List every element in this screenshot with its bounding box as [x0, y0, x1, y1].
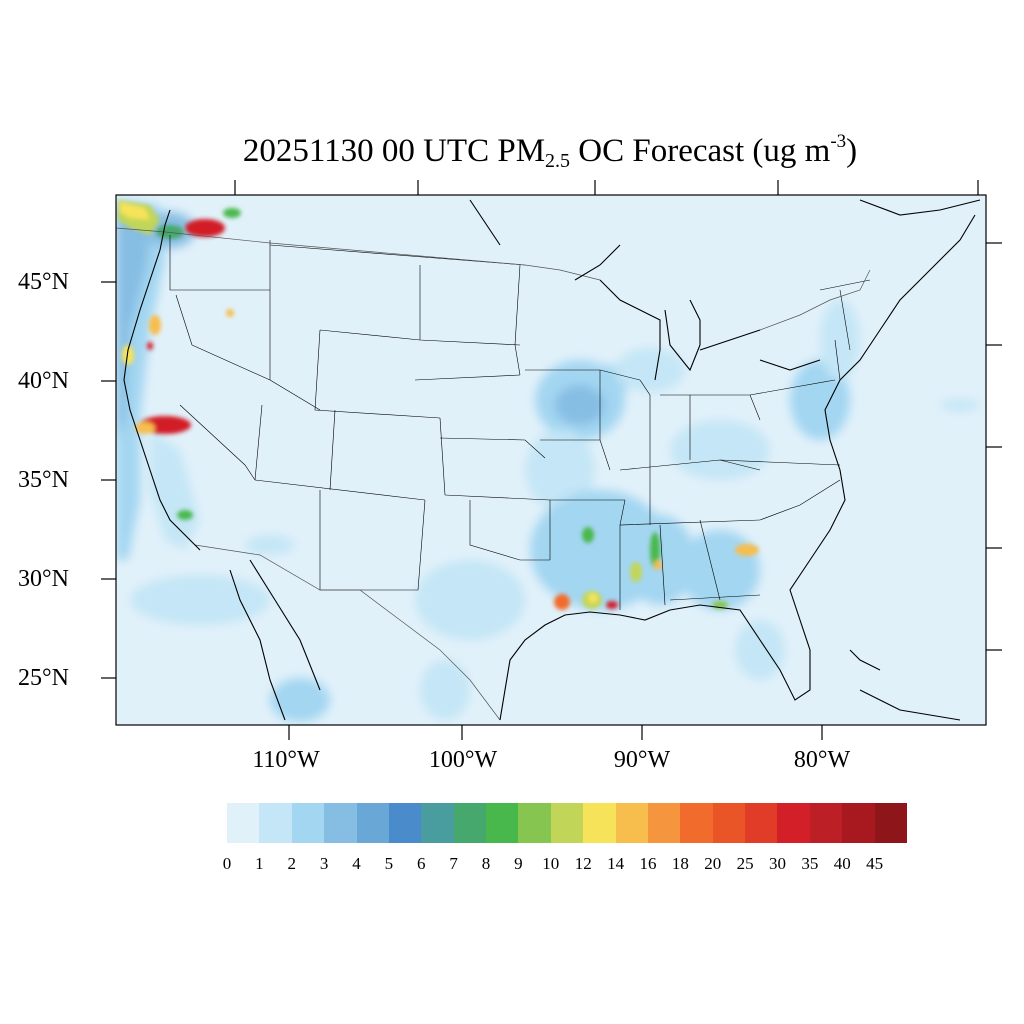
colorbar-swatch: #4a9d9e	[421, 803, 454, 843]
lon-label-90w: 90°W	[613, 747, 671, 773]
colorbar-label: 2	[287, 854, 297, 873]
colorbar-label: 7	[449, 854, 458, 873]
colorbar-swatch: #e1f1fa	[227, 803, 260, 843]
map-title: 20251130 00 UTC PM2.5 OC Forecast (ug m-…	[242, 131, 858, 172]
colorbar-label: 14	[607, 854, 625, 873]
colorbar-swatch: #d21f28	[777, 803, 810, 843]
colorbar-swatch: #8e161b	[874, 803, 907, 843]
colorbar-label: 4	[352, 854, 361, 873]
colorbar-swatch: #68a7d6	[356, 803, 389, 843]
colorbar-swatch: #f5963f	[647, 803, 681, 843]
colorbar-swatch: #c4e6f6	[259, 803, 292, 843]
colorbar-swatch: #4a8ccb	[388, 803, 422, 843]
colorbar-label: 5	[384, 854, 394, 873]
colorbar-swatch: #46a86d	[453, 803, 486, 843]
coastlines	[123, 199, 981, 721]
colorbar-swatch: #f7e35a	[583, 803, 616, 843]
colorbar-swatch: #f16c2c	[680, 803, 713, 843]
colorbar-label: 20	[704, 854, 722, 873]
colorbar-label: 45	[866, 854, 884, 873]
colorbar-label: 1	[255, 854, 264, 873]
colorbar-swatch: #86bde3	[324, 803, 357, 843]
colorbar-label: 25	[736, 854, 754, 873]
colorbar-swatch: #48b84d	[486, 803, 519, 843]
colorbar-label: 16	[639, 854, 657, 873]
colorbar-label: 9	[514, 854, 523, 873]
lon-label-100w: 100°W	[428, 747, 498, 773]
colorbar-label: 10	[542, 854, 560, 873]
colorbar-label: 12	[574, 854, 592, 873]
colorbar-label: 30	[768, 854, 786, 873]
colorbar-label: 18	[671, 854, 689, 873]
colorbar-label: 40	[833, 854, 851, 873]
plot-frame	[115, 194, 987, 726]
lat-label-25: 25°N	[18, 665, 69, 691]
lat-label-30: 30°N	[18, 566, 69, 592]
colorbar: #e1f1fa#c4e6f6#a3d6f1#86bde3#68a7d6#4a8c…	[227, 803, 907, 843]
colorbar-swatch: #86c550	[518, 803, 551, 843]
colorbar-swatch: #e03c28	[745, 803, 778, 843]
state-boundaries	[169, 235, 871, 610]
lon-label-80w: 80°W	[793, 747, 851, 773]
colorbar-swatch: #c1d659	[550, 803, 584, 843]
colorbar-swatch: #ea5528	[712, 803, 745, 843]
concentration-field	[116, 200, 980, 722]
country-boundaries	[116, 227, 871, 721]
lon-label-110w: 110°W	[252, 747, 320, 773]
hotspots	[118, 200, 759, 610]
colorbar-label: 0	[222, 854, 232, 873]
colorbar-swatch: #bd1f26	[809, 803, 843, 843]
lat-label-40: 40°N	[18, 368, 69, 394]
tick-marks	[101, 180, 1002, 740]
colorbar-label: 35	[801, 854, 819, 873]
lat-label-45: 45°N	[18, 269, 69, 295]
colorbar-label: 8	[481, 854, 491, 873]
lat-label-35: 35°N	[18, 467, 69, 493]
colorbar-label: 6	[417, 854, 426, 873]
colorbar-swatch: #a3d6f1	[291, 803, 325, 843]
colorbar-swatch: #f7bd4d	[615, 803, 648, 843]
colorbar-label: 3	[319, 854, 329, 873]
colorbar-swatch: #a8181f	[842, 803, 875, 843]
